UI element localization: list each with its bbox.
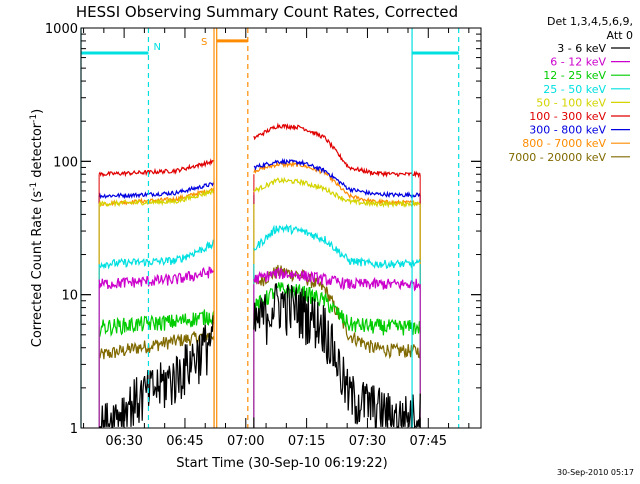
series-line-50-100-kev-seg1 bbox=[253, 176, 421, 209]
x-tick-label-0700: 07:00 bbox=[227, 434, 264, 449]
legend-label-4: 50 - 100 keV bbox=[536, 96, 606, 109]
legend-header-line1: Det 1,3,4,5,6,9, bbox=[547, 15, 633, 28]
series-line-12-25-kev-seg0 bbox=[98, 309, 215, 338]
series-line-25-50-kev-seg0 bbox=[98, 239, 215, 270]
x-tick-label-0630: 06:30 bbox=[105, 434, 142, 449]
series-line-6-12-kev-seg1 bbox=[253, 267, 421, 292]
y-axis-label-base: Corrected Count Rate (s bbox=[30, 191, 45, 348]
y-axis-label-end: ) bbox=[30, 109, 45, 114]
series-line-7000-20000-kev-seg0 bbox=[98, 330, 215, 360]
series-line-12-25-kev-seg1 bbox=[253, 281, 421, 336]
y-axis-label-mid: detector bbox=[30, 122, 45, 182]
legend-label-8: 7000 - 20000 keV bbox=[508, 151, 606, 164]
y-axis-label: Corrected Count Rate (s-1 detector-1) bbox=[29, 109, 45, 347]
legend-label-5: 100 - 300 keV bbox=[529, 110, 606, 123]
y-axis-label-sup2: -1 bbox=[29, 114, 39, 123]
y-tick-label-10: 10 bbox=[61, 289, 78, 304]
series-line-6-12-kev-seg0 bbox=[98, 266, 215, 290]
series-line-100-300-kev-seg0 bbox=[98, 158, 215, 178]
series-line-300-800-kev-seg0 bbox=[98, 182, 215, 200]
y-tick-label-1: 1 bbox=[70, 422, 78, 437]
legend-label-2: 12 - 25 keV bbox=[543, 69, 606, 82]
legend-header-line2: Att 0 bbox=[607, 29, 633, 42]
plot-frame bbox=[80, 27, 482, 429]
series-line-3-6-kev-seg0 bbox=[99, 315, 215, 428]
legend-label-6: 300 - 800 keV bbox=[529, 124, 606, 137]
data-layer bbox=[98, 122, 421, 429]
chart-title: HESSI Observing Summary Count Rates, Cor… bbox=[76, 3, 458, 21]
x-tick-label-0645: 06:45 bbox=[166, 434, 203, 449]
y-tick-label-100: 100 bbox=[53, 155, 78, 170]
axes-layer: N S 1 10 100 1000 06:30 06:45 07:00 07:15 07:30 07:… bbox=[45, 22, 482, 449]
series-line-3-6-kev-seg1 bbox=[253, 283, 421, 429]
series-line-50-100-kev-seg0 bbox=[98, 188, 215, 208]
series-line-100-300-kev-seg1 bbox=[253, 122, 421, 179]
y-tick-label-1000: 1000 bbox=[45, 22, 78, 37]
y-axis-label-sup1: -1 bbox=[29, 182, 39, 191]
legend-label-0: 3 - 6 keV bbox=[557, 42, 606, 55]
timestamp: 30-Sep-2010 05:17 bbox=[557, 468, 634, 477]
legend-label-7: 800 - 7000 keV bbox=[522, 137, 606, 150]
x-axis-label: Start Time (30-Sep-10 06:19:22) bbox=[176, 456, 387, 471]
legend-label-3: 25 - 50 keV bbox=[543, 83, 606, 96]
legend-label-1: 6 - 12 keV bbox=[550, 56, 606, 69]
x-tick-label-0715: 07:15 bbox=[288, 434, 325, 449]
series-line-25-50-kev-seg1 bbox=[253, 223, 421, 269]
series-line-300-800-kev-seg1 bbox=[253, 157, 421, 199]
x-tick-label-0730: 07:30 bbox=[349, 434, 386, 449]
x-tick-label-0745: 07:45 bbox=[410, 434, 447, 449]
north-label: N bbox=[153, 42, 160, 53]
series-line-800-7000-kev-seg1 bbox=[253, 161, 421, 207]
saa-label: S bbox=[201, 37, 207, 48]
